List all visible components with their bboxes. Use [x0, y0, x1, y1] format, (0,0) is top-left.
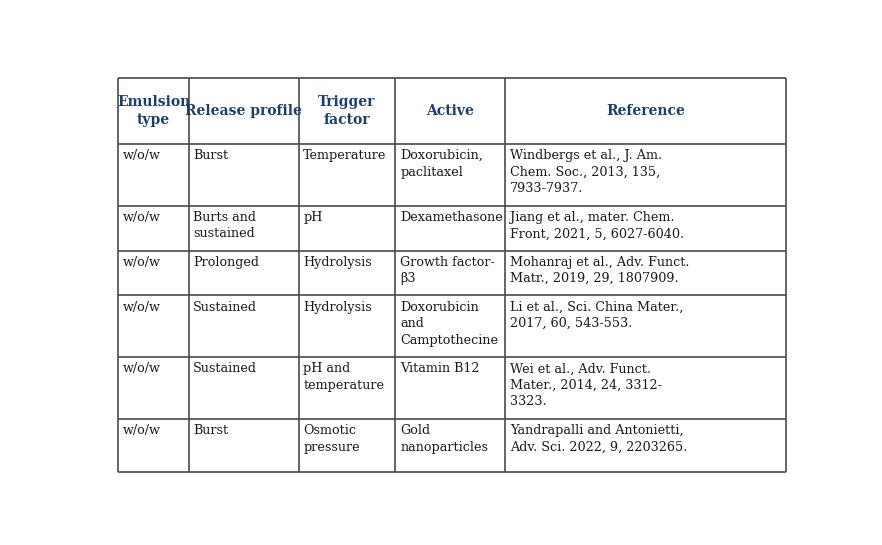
Text: Sustained: Sustained [193, 362, 258, 376]
Text: Release profile: Release profile [185, 104, 302, 118]
Text: Wei et al., Adv. Funct.
Mater., 2014, 24, 3312-
3323.: Wei et al., Adv. Funct. Mater., 2014, 24… [510, 362, 662, 408]
Text: Hydrolysis: Hydrolysis [303, 300, 372, 313]
Text: pH: pH [303, 211, 323, 224]
Text: Doxorubicin
and
Camptothecine: Doxorubicin and Camptothecine [400, 300, 498, 347]
Text: Sustained: Sustained [193, 300, 258, 313]
Text: Emulsion
type: Emulsion type [116, 95, 191, 127]
Text: Gold
nanoparticles: Gold nanoparticles [400, 424, 488, 453]
Text: Mohanraj et al., Adv. Funct.
Matr., 2019, 29, 1807909.: Mohanraj et al., Adv. Funct. Matr., 2019… [510, 256, 690, 285]
Text: Burst: Burst [193, 149, 228, 162]
Text: Temperature: Temperature [303, 149, 386, 162]
Text: Growth factor-
β3: Growth factor- β3 [400, 256, 495, 285]
Text: Windbergs et al., J. Am.
Chem. Soc., 2013, 135,
7933-7937.: Windbergs et al., J. Am. Chem. Soc., 201… [510, 149, 662, 195]
Text: w/o/w: w/o/w [123, 211, 161, 224]
Text: Trigger
factor: Trigger factor [318, 95, 376, 127]
Text: w/o/w: w/o/w [123, 300, 161, 313]
Text: Osmotic
pressure: Osmotic pressure [303, 424, 360, 453]
Text: w/o/w: w/o/w [123, 362, 161, 376]
Text: Jiang et al., mater. Chem.
Front, 2021, 5, 6027-6040.: Jiang et al., mater. Chem. Front, 2021, … [510, 211, 684, 240]
Text: Yandrapalli and Antonietti,
Adv. Sci. 2022, 9, 2203265.: Yandrapalli and Antonietti, Adv. Sci. 20… [510, 424, 688, 453]
Text: Hydrolysis: Hydrolysis [303, 256, 372, 269]
Text: w/o/w: w/o/w [123, 256, 161, 269]
Text: w/o/w: w/o/w [123, 149, 161, 162]
Text: Reference: Reference [606, 104, 685, 118]
Text: Vitamin B12: Vitamin B12 [400, 362, 480, 376]
Text: Doxorubicin,
paclitaxel: Doxorubicin, paclitaxel [400, 149, 483, 179]
Text: Dexamethasone: Dexamethasone [400, 211, 503, 224]
Text: Prolonged: Prolonged [193, 256, 259, 269]
Text: Li et al., Sci. China Mater.,
2017, 60, 543-553.: Li et al., Sci. China Mater., 2017, 60, … [510, 300, 684, 330]
Text: w/o/w: w/o/w [123, 424, 161, 437]
Text: Burts and
sustained: Burts and sustained [193, 211, 257, 240]
Text: Active: Active [426, 104, 475, 118]
Text: pH and
temperature: pH and temperature [303, 362, 385, 392]
Text: Burst: Burst [193, 424, 228, 437]
